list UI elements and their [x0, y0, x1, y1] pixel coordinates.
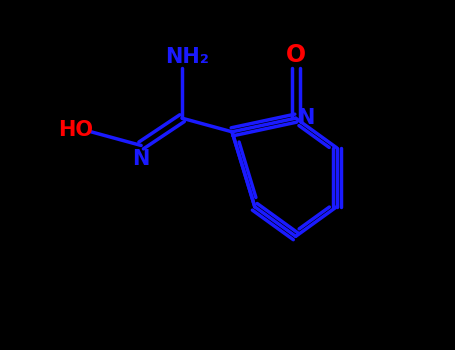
Text: N: N [297, 108, 314, 128]
Text: N: N [132, 149, 150, 169]
Text: NH₂: NH₂ [165, 47, 208, 67]
Text: O: O [286, 43, 306, 68]
Text: HO: HO [58, 120, 93, 140]
